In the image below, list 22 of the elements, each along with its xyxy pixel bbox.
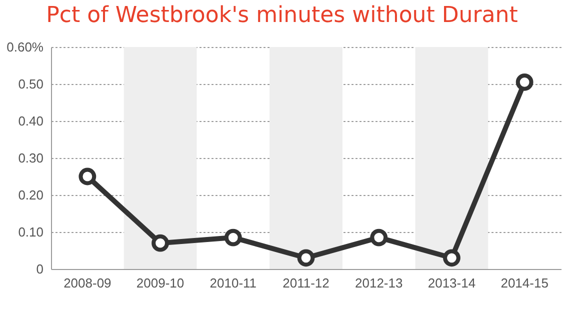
x-tick-label: 2009-10 xyxy=(136,276,184,290)
chart-title: Pct of Westbrook's minutes without Durant xyxy=(46,3,518,28)
point xyxy=(78,168,96,186)
point xyxy=(224,228,242,246)
y-tick-label: 0.10 xyxy=(18,224,44,240)
y-tick-label: 0.30 xyxy=(18,150,44,166)
point xyxy=(370,228,388,246)
x-tick-label: 2014-15 xyxy=(500,276,548,290)
point xyxy=(443,249,460,267)
x-tick-label: 2011-12 xyxy=(282,276,330,290)
point xyxy=(152,234,169,252)
point xyxy=(297,249,315,267)
point xyxy=(516,73,534,91)
x-tick-label: 2010-11 xyxy=(210,276,257,290)
x-tick-label: 2013-14 xyxy=(428,276,476,290)
y-tick-label: 0.20 xyxy=(18,188,44,202)
y-tick-label: 0.60% xyxy=(6,40,44,54)
y-tick-label: 0.50 xyxy=(18,76,44,92)
x-tick-label: 2012-13 xyxy=(355,276,403,290)
y-tick-label: 0 xyxy=(36,262,44,276)
y-tick-label: 0.40 xyxy=(18,114,44,128)
x-tick-label: 2008-09 xyxy=(64,276,112,290)
